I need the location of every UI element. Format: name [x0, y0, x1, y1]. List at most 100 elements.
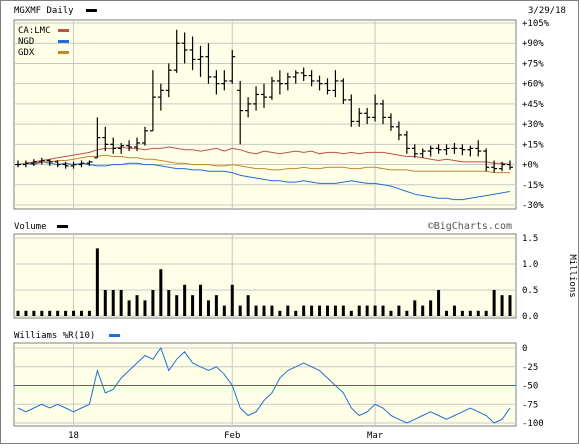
volume-bar — [318, 305, 322, 316]
price-bar — [308, 70, 315, 87]
x-tick-label: Mar — [367, 431, 384, 441]
volume-bar — [413, 300, 417, 316]
series-line-ngd — [17, 161, 511, 201]
volume-bar — [199, 284, 203, 316]
legend-label: CA:LMC — [18, 26, 51, 36]
price-bar — [102, 126, 109, 152]
volume-bar — [87, 310, 91, 316]
volume-bar — [206, 300, 210, 316]
price-bar — [340, 78, 347, 104]
price-bar — [253, 86, 260, 111]
volume-bar — [111, 290, 115, 316]
volume-bar — [270, 305, 274, 316]
williams-tick-label: -75 — [522, 400, 538, 410]
price-bar — [165, 63, 172, 98]
price-bar — [483, 148, 490, 172]
price-bar — [22, 160, 29, 168]
series-line-calmc — [17, 146, 511, 166]
symbol-legend-swatch — [86, 9, 97, 12]
price-bar — [54, 160, 61, 168]
volume-bar — [286, 305, 290, 316]
price-bar — [86, 160, 93, 166]
price-bar — [157, 83, 164, 111]
volume-unit-label: Millions — [567, 254, 577, 297]
volume-bar — [214, 295, 218, 316]
volume-bar — [262, 305, 266, 316]
volume-bar — [143, 300, 147, 316]
price-bar — [15, 160, 21, 168]
volume-bar — [167, 290, 171, 316]
price-bar — [411, 144, 418, 158]
price-bar — [395, 121, 402, 141]
price-tick-label: +90% — [522, 39, 544, 49]
price-bar — [491, 160, 498, 173]
price-tick-label: +75% — [522, 59, 544, 69]
volume-tick-label: 0.5 — [522, 286, 538, 296]
volume-bar — [500, 295, 504, 316]
volume-title: Volume — [14, 222, 47, 232]
volume-bar — [151, 290, 155, 316]
volume-bar — [48, 310, 52, 316]
volume-bar — [325, 305, 329, 316]
williams-tick-label: -25 — [522, 363, 538, 373]
volume-tick-label: 1.5 — [522, 234, 538, 244]
volume-bar — [79, 310, 83, 316]
price-bar — [316, 75, 323, 91]
williams-axis-labels: 0 -25 -50 -75 -100 — [522, 344, 544, 429]
volume-bar — [492, 290, 496, 316]
price-bar — [419, 148, 426, 158]
legend-label: NGD — [18, 37, 34, 47]
legend-swatch — [58, 29, 69, 32]
price-bar — [62, 161, 69, 169]
price-tick-label: +105% — [522, 19, 550, 29]
williams-title-swatch — [109, 334, 120, 337]
volume-bar — [484, 310, 488, 316]
price-tick-label: +15% — [522, 140, 544, 150]
price-bar — [197, 45, 204, 77]
price-bar — [46, 159, 53, 166]
price-bar — [213, 70, 220, 95]
price-bar — [292, 70, 299, 84]
volume-bar — [24, 310, 28, 316]
volume-bar — [508, 295, 512, 316]
volume-bar — [373, 305, 377, 316]
volume-bar — [40, 310, 44, 316]
price-bar — [427, 145, 434, 157]
price-tick-label: +60% — [522, 80, 544, 90]
price-bar — [30, 159, 37, 166]
price-bar — [324, 78, 331, 95]
volume-bar — [468, 310, 472, 316]
price-bar — [94, 117, 101, 159]
price-tick-label: +45% — [522, 100, 544, 110]
price-bar — [284, 72, 291, 91]
price-bar — [451, 142, 458, 154]
price-panel — [13, 19, 517, 210]
price-bar — [221, 70, 228, 91]
williams-grid — [14, 343, 516, 426]
williams-series-line — [17, 346, 511, 424]
volume-bar — [238, 305, 242, 316]
volume-bar — [127, 300, 131, 316]
volume-bar — [405, 310, 409, 316]
price-tick-label: -15% — [522, 181, 544, 191]
volume-bar — [333, 305, 337, 316]
williams-tick-label: 0 — [522, 344, 527, 354]
price-bar — [300, 67, 307, 81]
volume-bar — [437, 290, 441, 316]
volume-bar — [135, 295, 139, 316]
williams-title: Williams %R(10) — [14, 331, 95, 341]
price-axis-labels: +105% +90% +75% +60% +45% +30% +15% +0% -15% -30% — [522, 19, 550, 211]
price-tick-label: +0% — [522, 161, 539, 171]
price-bar — [229, 49, 236, 84]
volume-bar — [191, 295, 195, 316]
price-bar — [181, 32, 188, 64]
volume-bar — [381, 305, 385, 316]
volume-bar — [175, 295, 179, 316]
watermark: ©BigCharts.com — [428, 221, 512, 232]
price-bar — [149, 70, 156, 132]
volume-panel — [13, 233, 517, 319]
volume-tick-label: 0.0 — [522, 312, 538, 322]
price-bar — [356, 107, 363, 127]
x-axis-labels: 18 Feb Mar — [68, 431, 384, 441]
